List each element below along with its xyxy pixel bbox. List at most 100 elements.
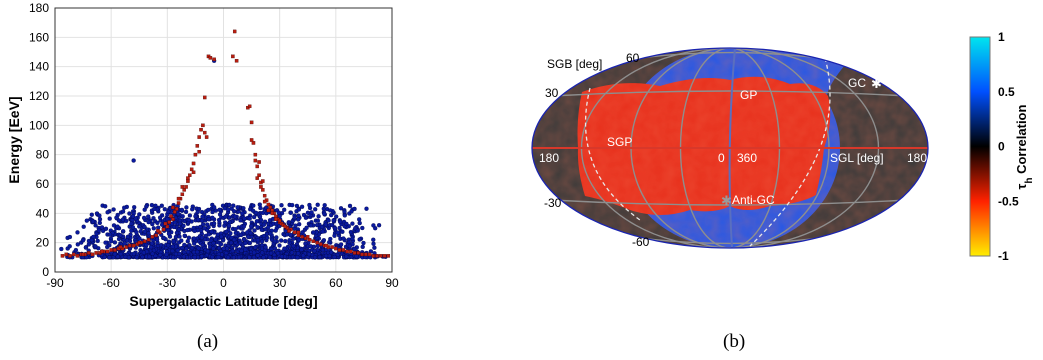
red-event-point [124, 245, 128, 249]
blue-event-point [243, 240, 248, 246]
blue-event-point [103, 226, 109, 231]
caption-a: (a) [197, 331, 219, 352]
blue-event-point [107, 255, 112, 260]
blue-event-point [149, 202, 155, 208]
blue-event-point [243, 247, 248, 252]
blue-event-point [371, 241, 376, 246]
blue-event-point [148, 244, 154, 250]
blue-event-point [158, 252, 163, 258]
red-event-point [180, 185, 185, 189]
blue-event-point [337, 225, 342, 231]
blue-event-point [344, 221, 349, 227]
blue-event-point [258, 205, 263, 211]
blue-event-point [80, 238, 86, 243]
lon-0-label: 0 [718, 151, 725, 165]
blue-event-point [328, 250, 334, 255]
blue-event-point [122, 205, 127, 210]
red-event-point [341, 248, 346, 252]
blue-event-point [84, 218, 89, 223]
red-event-point [232, 29, 237, 34]
blue-event-point [96, 228, 101, 233]
y-tick-label: 60 [36, 177, 50, 191]
blue-event-point [151, 226, 156, 231]
blue-event-point [297, 222, 302, 227]
blue-event-point [115, 224, 120, 229]
red-event-point [193, 152, 198, 157]
blue-event-point [279, 254, 284, 259]
blue-event-point [95, 238, 100, 244]
red-event-point [171, 205, 175, 210]
red-event-point [274, 217, 278, 221]
blue-event-point [142, 229, 148, 234]
red-event-point [296, 233, 301, 238]
blue-event-point [352, 246, 357, 252]
red-event-point [118, 245, 123, 249]
blue-event-point [217, 223, 222, 228]
y-axis-label: Energy [EeV] [6, 96, 22, 183]
blue-event-point [227, 202, 232, 208]
red-event-point [204, 135, 209, 139]
blue-event-point [273, 228, 278, 233]
red-event-point [277, 218, 282, 223]
blue-event-point [146, 219, 151, 225]
blue-event-point [287, 238, 292, 243]
red-event-point [189, 167, 194, 172]
blue-event-point [332, 233, 337, 238]
red-event-point [300, 235, 304, 239]
blue-event-point [306, 252, 312, 257]
blue-event-point [357, 237, 362, 242]
blue-event-point [103, 204, 108, 209]
blue-event-point [97, 213, 102, 218]
colorbar-tick-label: 1 [998, 30, 1005, 44]
blue-event-point [130, 214, 136, 219]
red-event-point [371, 254, 376, 258]
red-event-point [261, 179, 265, 183]
blue-event-point [268, 251, 274, 256]
colorbar-tick-label: 0 [998, 140, 1005, 154]
blue-event-point [282, 246, 287, 251]
blue-event-point [291, 243, 296, 249]
blue-event-point [301, 253, 306, 258]
red-event-point [255, 176, 259, 180]
blue-event-point [376, 223, 382, 228]
red-event-point [71, 252, 76, 257]
red-event-point [253, 152, 258, 157]
blue-event-point [137, 224, 142, 229]
blue-event-point [209, 229, 214, 234]
blue-event-point [166, 209, 171, 214]
blue-event-point [67, 234, 73, 240]
blue-event-point [360, 225, 365, 231]
blue-event-point [175, 211, 181, 217]
blue-event-point [347, 211, 352, 216]
x-tick-label: 30 [273, 276, 287, 290]
blue-event-point [189, 245, 195, 251]
blue-event-point [277, 243, 282, 248]
blue-event-point [272, 239, 278, 244]
blue-event-point [211, 221, 217, 226]
red-event-point [208, 56, 213, 60]
blue-event-point [196, 246, 201, 251]
blue-event-point [156, 225, 161, 230]
red-event-point [274, 214, 278, 219]
y-tick-label: 120 [29, 89, 49, 103]
red-event-point [349, 249, 353, 254]
blue-event-point [315, 218, 321, 223]
blue-event-point [109, 239, 114, 244]
red-event-point [154, 233, 158, 238]
blue-event-point [223, 214, 228, 219]
blue-event-point [239, 248, 244, 253]
red-event-point [81, 252, 85, 257]
blue-event-point [198, 224, 203, 230]
blue-event-point [335, 230, 340, 235]
blue-event-point [165, 217, 170, 222]
blue-event-point [115, 254, 120, 259]
blue-event-point [246, 234, 251, 240]
blue-event-point [199, 254, 205, 259]
y-tick-label: 40 [36, 206, 50, 220]
red-event-point [171, 217, 175, 221]
blue-event-point [347, 203, 353, 209]
red-event-point [188, 173, 192, 177]
lon-180-left-label: 180 [539, 151, 559, 165]
exposure-boundary-right [749, 57, 831, 247]
blue-event-point [286, 220, 291, 225]
